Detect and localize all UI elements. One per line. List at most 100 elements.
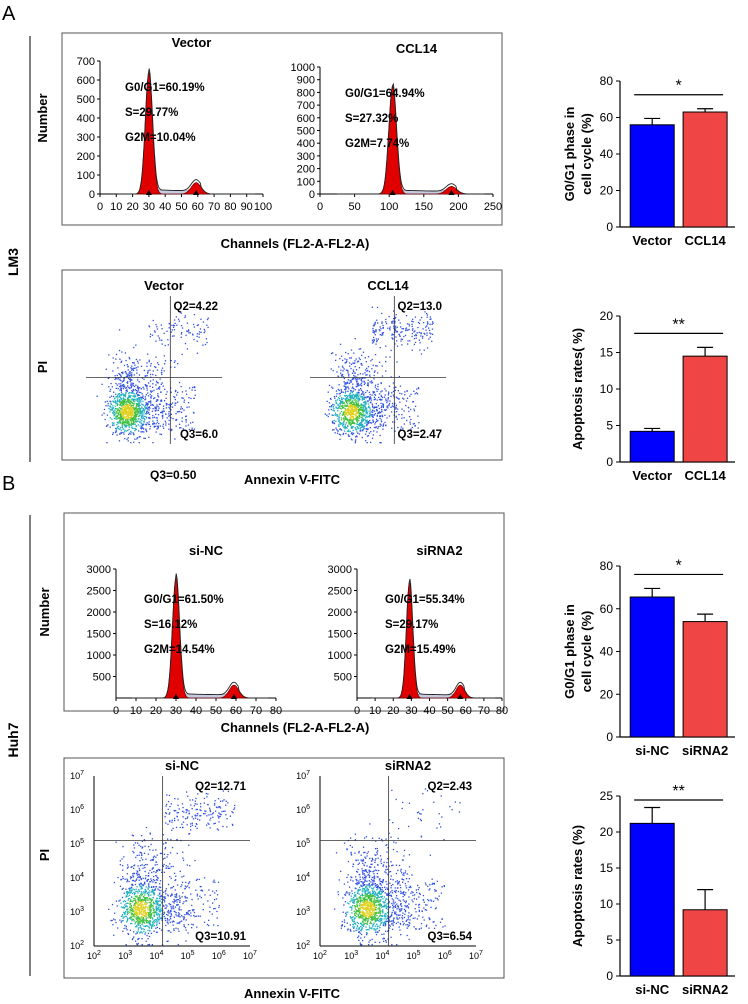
event-dot <box>168 404 170 406</box>
event-dot <box>169 921 171 923</box>
y-tick-label: 20 <box>600 309 614 323</box>
event-dot <box>173 329 176 331</box>
event-dot <box>214 892 216 894</box>
event-dot <box>153 925 156 927</box>
event-dot <box>182 859 185 861</box>
event-dot <box>155 366 157 369</box>
event-dot <box>408 328 410 331</box>
event-dot <box>146 920 148 922</box>
event-dot <box>146 430 148 433</box>
event-dot <box>134 428 136 430</box>
event-dot <box>161 400 163 402</box>
event-dot <box>113 395 115 398</box>
event-dot <box>354 401 357 403</box>
event-dot <box>374 370 376 372</box>
event-dot <box>421 316 423 319</box>
event-dot <box>193 805 195 807</box>
event-dot <box>117 388 119 390</box>
event-dot <box>375 911 377 914</box>
event-dot <box>362 406 364 409</box>
event-dot <box>154 920 156 923</box>
event-dot <box>372 419 374 421</box>
event-dot <box>173 921 175 923</box>
event-dot <box>156 419 158 421</box>
event-dot <box>184 342 187 345</box>
event-dot <box>123 416 125 418</box>
bar-ylabel: G0/G1 phase in <box>562 107 577 202</box>
event-dot <box>203 328 205 331</box>
event-dot <box>337 410 339 412</box>
event-dot <box>119 396 122 399</box>
event-dot <box>175 912 177 914</box>
event-dot <box>124 906 126 908</box>
event-dot <box>350 414 352 416</box>
event-dot <box>348 422 351 425</box>
event-dot <box>365 919 367 921</box>
event-dot <box>149 919 151 922</box>
event-dot <box>155 900 157 902</box>
event-dot <box>137 409 139 411</box>
event-dot <box>165 402 167 405</box>
event-dot <box>116 416 119 418</box>
event-dot <box>104 401 106 403</box>
event-dot <box>163 905 165 907</box>
event-dot <box>358 928 360 930</box>
event-dot <box>117 422 119 424</box>
event-dot <box>121 402 123 404</box>
event-dot <box>361 417 363 419</box>
event-dot <box>165 890 167 892</box>
event-dot <box>177 899 180 901</box>
event-dot <box>365 420 367 422</box>
event-dot <box>194 859 196 862</box>
event-dot <box>434 897 437 899</box>
event-dot <box>124 924 126 927</box>
event-dot <box>386 861 388 864</box>
event-dot <box>130 424 133 426</box>
event-dot <box>137 394 140 396</box>
event-dot <box>115 358 117 360</box>
event-dot <box>140 901 142 903</box>
event-dot <box>367 422 369 425</box>
peak-marker <box>173 694 179 699</box>
event-dot <box>118 412 120 414</box>
event-dot <box>376 876 378 878</box>
event-dot <box>196 340 198 342</box>
event-dot <box>351 426 353 428</box>
event-dot <box>137 922 139 924</box>
event-dot <box>146 934 148 937</box>
event-dot <box>348 420 350 422</box>
event-dot <box>128 373 130 375</box>
event-dot <box>159 425 161 427</box>
event-dot <box>187 816 189 818</box>
event-dot <box>415 392 418 394</box>
event-dot <box>148 413 151 415</box>
event-dot <box>118 900 120 902</box>
event-dot <box>130 903 132 905</box>
event-dot <box>124 387 127 389</box>
event-dot <box>354 360 356 362</box>
event-dot <box>142 915 144 917</box>
event-dot <box>364 406 367 408</box>
event-dot <box>432 321 434 323</box>
event-dot <box>130 400 132 403</box>
event-dot <box>340 374 343 376</box>
event-dot <box>171 907 173 909</box>
event-dot <box>371 927 373 929</box>
event-dot <box>361 409 363 411</box>
event-dot <box>180 909 182 911</box>
event-dot <box>118 400 120 403</box>
event-dot <box>136 901 139 904</box>
event-dot <box>143 423 145 425</box>
event-dot <box>341 365 344 367</box>
event-dot <box>156 905 158 907</box>
event-dot <box>124 394 127 397</box>
event-dot <box>131 367 133 370</box>
event-dot <box>385 398 387 400</box>
event-dot <box>148 872 150 874</box>
event-dot <box>344 362 346 364</box>
event-dot <box>173 872 176 874</box>
event-dot <box>365 419 367 422</box>
event-dot <box>369 376 371 378</box>
event-dot <box>161 411 163 414</box>
event-dot <box>155 874 157 877</box>
